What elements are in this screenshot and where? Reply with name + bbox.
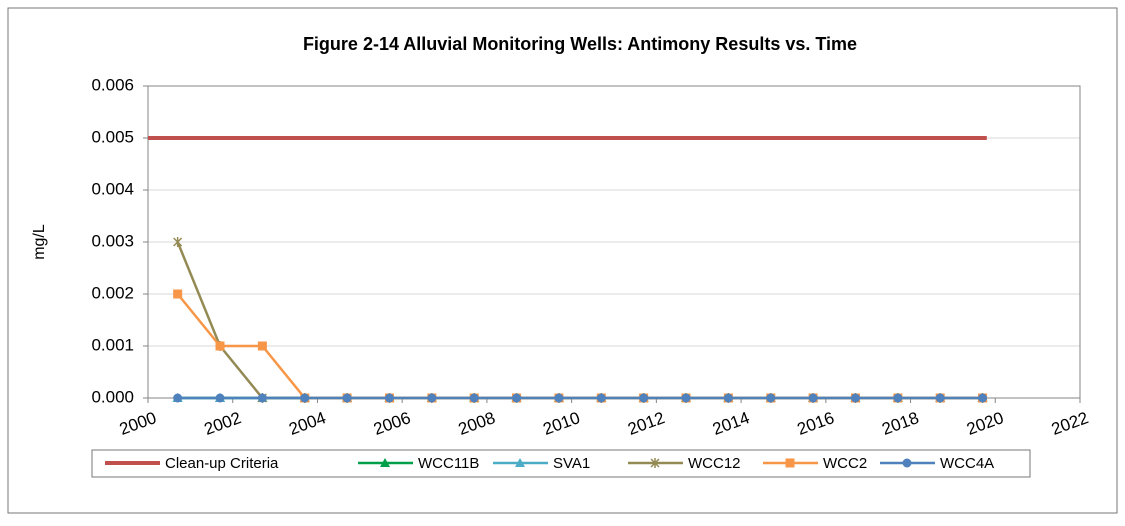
marker	[215, 393, 225, 403]
marker	[554, 393, 564, 403]
marker	[300, 393, 310, 403]
marker	[850, 393, 860, 403]
chart-frame	[7, 7, 1118, 514]
y-tick-label: 0.002	[91, 283, 134, 302]
y-tick-label: 0.000	[91, 387, 134, 406]
legend-label: WCC12	[688, 455, 741, 472]
y-tick-label: 0.003	[91, 231, 134, 250]
marker	[785, 458, 795, 468]
marker	[681, 393, 691, 403]
marker	[342, 393, 352, 403]
legend	[91, 449, 1031, 478]
y-tick-label: 0.001	[91, 335, 134, 354]
marker	[469, 393, 479, 403]
marker	[515, 458, 525, 467]
y-tick-label: 0.006	[91, 75, 134, 94]
marker	[257, 393, 267, 403]
legend-label: WCC11B	[418, 455, 479, 472]
marker	[427, 393, 437, 403]
y-tick-label: 0.004	[91, 179, 134, 198]
y-axis-label: mg/L	[31, 224, 48, 260]
marker	[978, 393, 988, 403]
marker	[380, 458, 390, 467]
marker	[902, 458, 912, 468]
marker	[650, 458, 660, 468]
marker	[257, 341, 267, 351]
marker	[808, 393, 818, 403]
chart-title: Figure 2-14 Alluvial Monitoring Wells: A…	[303, 34, 857, 54]
legend-label: WCC2	[823, 455, 867, 472]
marker	[596, 393, 606, 403]
y-tick-label: 0.005	[91, 127, 134, 146]
marker	[935, 393, 945, 403]
marker	[384, 393, 394, 403]
marker	[723, 393, 733, 403]
marker	[512, 393, 522, 403]
marker	[766, 393, 776, 403]
marker	[215, 341, 225, 351]
legend-label: Clean-up Criteria	[165, 455, 279, 472]
marker	[173, 393, 183, 403]
legend-label: SVA1	[553, 455, 590, 472]
legend-label: WCC4A	[940, 455, 994, 472]
marker	[173, 289, 183, 299]
marker	[639, 393, 649, 403]
marker	[893, 393, 903, 403]
marker	[173, 237, 183, 247]
